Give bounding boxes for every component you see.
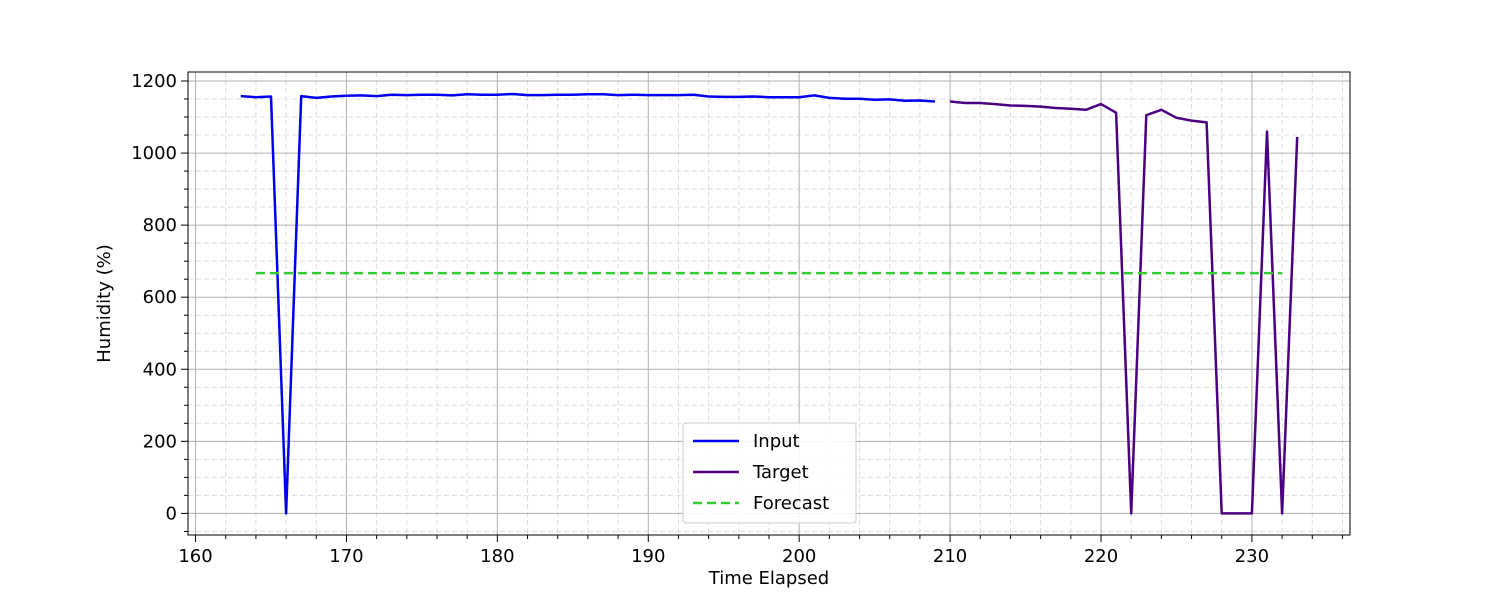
- y-tick-label: 0: [166, 503, 177, 524]
- x-ticks: 160 170 180 190 200 210 220 230: [178, 535, 1343, 567]
- y-axis-label: Humidity (%): [94, 244, 115, 363]
- x-tick-label: 200: [782, 546, 816, 567]
- x-tick-label: 180: [480, 546, 514, 567]
- x-axis-label: Time Elapsed: [708, 568, 829, 589]
- x-tick-label: 190: [631, 546, 665, 567]
- y-tick-label: 1000: [131, 143, 177, 164]
- legend-label-forecast: Forecast: [753, 493, 829, 514]
- x-tick-label: 170: [329, 546, 363, 567]
- x-tick-label: 220: [1084, 546, 1118, 567]
- y-tick-label: 1200: [131, 71, 177, 92]
- y-tick-label: 200: [143, 431, 177, 452]
- series-line-target: [949, 100, 1299, 515]
- y-tick-label: 600: [143, 287, 177, 308]
- legend: Input Target Forecast: [682, 422, 857, 524]
- legend-label-input: Input: [753, 431, 800, 452]
- x-tick-label: 230: [1235, 546, 1269, 567]
- x-tick-label: 210: [933, 546, 967, 567]
- y-tick-label: 400: [143, 359, 177, 380]
- legend-label-target: Target: [752, 462, 809, 483]
- x-tick-label: 160: [178, 546, 212, 567]
- series-lines: [240, 92, 1299, 515]
- y-tick-label: 800: [143, 215, 177, 236]
- legend-box: [682, 422, 857, 524]
- series-line-input: [240, 92, 936, 515]
- y-ticks: 0 200 400 600 800 1000 1200: [131, 71, 188, 532]
